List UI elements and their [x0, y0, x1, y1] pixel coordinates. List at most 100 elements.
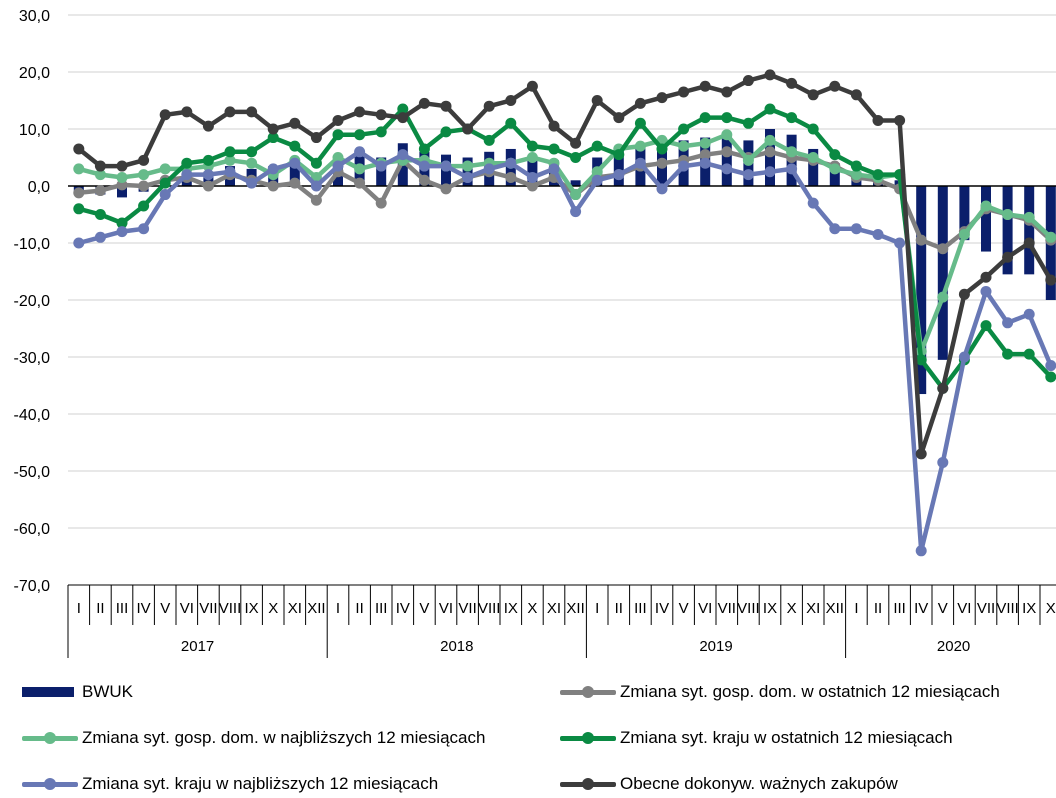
bar: [829, 163, 840, 186]
data-point: [462, 160, 474, 172]
month-label: II: [355, 600, 363, 617]
data-point: [181, 169, 193, 181]
data-point: [829, 163, 841, 175]
data-point: [440, 160, 452, 172]
data-point: [764, 103, 776, 115]
month-label: VII: [458, 600, 476, 617]
data-point: [116, 160, 128, 172]
data-point: [829, 80, 841, 92]
data-point: [548, 120, 560, 132]
bar: [916, 186, 927, 395]
bar: [808, 148, 819, 186]
data-point: [267, 180, 279, 192]
data-point: [202, 169, 214, 181]
month-label: VIII: [478, 600, 501, 617]
data-point: [310, 132, 322, 144]
month-label: XI: [288, 600, 302, 617]
data-point: [656, 157, 668, 169]
data-point: [634, 97, 646, 109]
data-point: [937, 382, 949, 394]
month-label: VIII: [996, 600, 1019, 617]
month-label: IV: [655, 600, 669, 617]
data-point: [94, 231, 106, 243]
data-point: [742, 117, 754, 129]
data-point: [591, 140, 603, 152]
bar: [462, 157, 473, 186]
data-point: [937, 291, 949, 303]
month-label: II: [615, 600, 623, 617]
bar: [613, 148, 624, 186]
data-point: [721, 129, 733, 141]
data-point: [440, 183, 452, 195]
data-point: [526, 80, 538, 92]
month-label: V: [679, 600, 689, 617]
bar: [981, 186, 991, 252]
line-series: [73, 69, 1056, 557]
data-point: [742, 169, 754, 181]
month-label: I: [336, 600, 340, 617]
data-point: [721, 86, 733, 98]
data-point: [224, 154, 236, 166]
data-point: [634, 117, 646, 129]
gridlines: [68, 14, 1056, 586]
data-point: [1045, 360, 1056, 372]
year-label: 2018: [440, 638, 473, 655]
data-point: [1002, 209, 1014, 220]
y-tick-label: 0,0: [28, 179, 50, 196]
data-point: [980, 320, 992, 332]
month-label: X: [1046, 600, 1056, 617]
month-label: XII: [826, 600, 844, 617]
bar: [1024, 186, 1035, 275]
month-label: II: [874, 600, 882, 617]
data-point: [678, 140, 690, 152]
data-point: [613, 112, 625, 124]
year-label: 2019: [699, 638, 732, 655]
data-point: [159, 163, 171, 175]
data-point: [289, 117, 301, 129]
data-point: [159, 177, 171, 189]
data-point: [807, 89, 819, 101]
data-point: [418, 97, 430, 109]
y-tick-label: -20,0: [14, 293, 51, 310]
line-series-group: [73, 69, 1056, 460]
data-point: [462, 171, 474, 183]
data-point: [958, 288, 970, 300]
data-point: [138, 200, 150, 212]
data-point: [440, 126, 452, 138]
month-label: VII: [718, 600, 736, 617]
data-point: [73, 237, 85, 249]
month-label: IV: [396, 600, 410, 617]
month-label: III: [893, 600, 906, 617]
year-label: 2017: [181, 638, 214, 655]
data-point: [591, 95, 603, 106]
data-point: [958, 351, 970, 363]
data-point: [418, 160, 430, 172]
line-series-group: [73, 146, 1056, 557]
data-point: [980, 200, 992, 212]
data-point: [786, 77, 798, 89]
month-label: IX: [504, 600, 518, 617]
data-point: [526, 171, 538, 183]
data-point: [375, 126, 387, 138]
data-point: [721, 163, 733, 175]
data-point: [94, 209, 106, 220]
bar: [721, 134, 732, 186]
month-label: X: [787, 600, 797, 617]
data-point: [850, 169, 862, 181]
y-tick-label: -10,0: [14, 236, 51, 253]
data-point: [613, 169, 625, 181]
data-point: [699, 137, 711, 149]
data-point: [224, 166, 236, 178]
data-point: [73, 203, 85, 215]
series-line: [76, 106, 1054, 391]
data-point: [397, 149, 409, 161]
data-point: [613, 149, 625, 161]
data-point: [526, 140, 538, 152]
data-point: [634, 140, 646, 152]
data-point: [937, 243, 949, 255]
month-label: II: [96, 600, 104, 617]
line-series-group: [73, 103, 1056, 394]
y-tick-label: -30,0: [14, 350, 51, 367]
month-label: III: [375, 600, 388, 617]
